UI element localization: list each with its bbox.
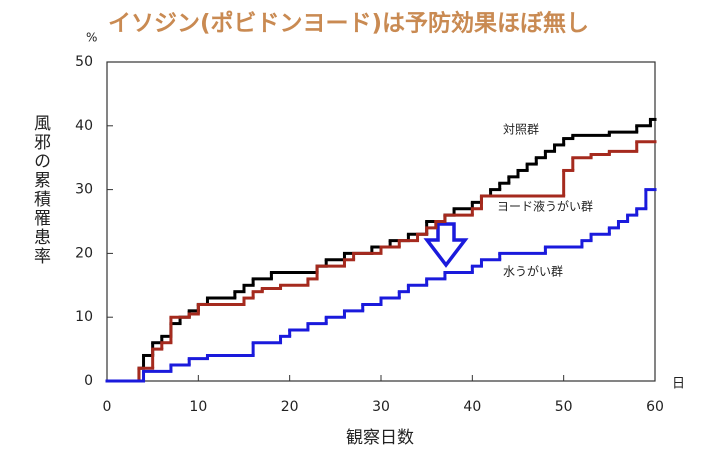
x-tick-label: 60 bbox=[646, 399, 664, 415]
y-axis-title: 風邪の累積罹患率 bbox=[30, 114, 51, 266]
y-unit: % bbox=[86, 31, 97, 45]
y-tick-label: 40 bbox=[75, 118, 93, 134]
y-tick-label: 50 bbox=[75, 54, 93, 70]
arrow bbox=[423, 222, 469, 268]
series-label: 水うがい群 bbox=[503, 264, 563, 279]
y-tick-label: 20 bbox=[75, 245, 93, 261]
x-axis-title: 観察日数 bbox=[346, 428, 414, 448]
series-label: ヨード液うがい群 bbox=[497, 199, 593, 214]
series-label: 対照群 bbox=[503, 123, 539, 137]
x-tick-label: 40 bbox=[463, 399, 481, 415]
x-tick-label: 50 bbox=[555, 399, 573, 415]
x-tick-label: 10 bbox=[189, 399, 207, 415]
x-tick-label: 20 bbox=[281, 399, 299, 415]
x-tick-label: 0 bbox=[103, 399, 112, 415]
x-tick-label: 30 bbox=[372, 399, 390, 415]
y-tick-label: 30 bbox=[75, 182, 93, 198]
x-unit: 日 bbox=[672, 377, 685, 392]
plot-frame bbox=[106, 61, 656, 382]
y-tick-label: 0 bbox=[84, 373, 93, 389]
chart-title: イソジン(ポビドンヨード)は予防効果ほぼ無し bbox=[108, 10, 589, 37]
y-tick-label: 10 bbox=[75, 309, 93, 325]
